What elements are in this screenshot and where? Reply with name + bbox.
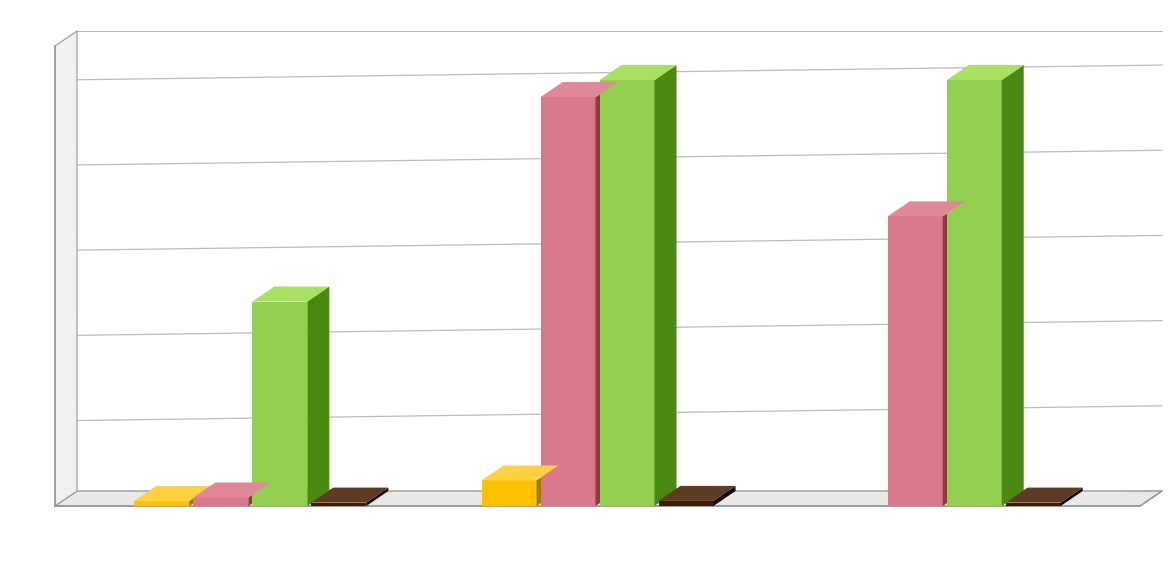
Bar <box>193 498 248 506</box>
Bar <box>946 80 1001 506</box>
Bar <box>541 97 596 506</box>
Bar <box>600 80 655 506</box>
Bar <box>252 302 307 506</box>
Polygon shape <box>248 482 271 506</box>
Polygon shape <box>946 65 1023 80</box>
Polygon shape <box>311 487 389 503</box>
Polygon shape <box>536 465 559 506</box>
Polygon shape <box>596 82 617 506</box>
Polygon shape <box>713 486 735 506</box>
Polygon shape <box>367 487 389 506</box>
Polygon shape <box>1006 487 1083 503</box>
Polygon shape <box>600 65 677 80</box>
Bar <box>135 501 190 506</box>
Polygon shape <box>655 65 677 506</box>
Polygon shape <box>190 486 211 506</box>
Bar <box>1006 503 1061 506</box>
Bar <box>658 501 713 506</box>
Polygon shape <box>135 486 211 501</box>
Polygon shape <box>307 286 329 506</box>
Polygon shape <box>55 31 77 506</box>
Bar <box>311 503 367 506</box>
Polygon shape <box>541 82 617 97</box>
Polygon shape <box>943 201 965 506</box>
Bar <box>481 481 536 506</box>
Polygon shape <box>193 482 271 498</box>
Bar <box>888 216 943 506</box>
Polygon shape <box>252 286 329 302</box>
Polygon shape <box>1001 65 1023 506</box>
Polygon shape <box>55 491 1162 506</box>
Polygon shape <box>658 486 735 501</box>
Polygon shape <box>888 201 965 216</box>
Polygon shape <box>1061 487 1083 506</box>
Polygon shape <box>481 465 559 481</box>
